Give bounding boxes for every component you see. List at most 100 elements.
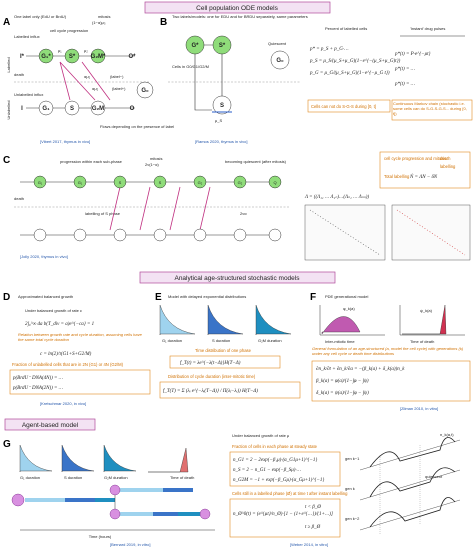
panel-title: PDE generational model	[325, 294, 368, 299]
axis-label: Inter-mitotic time	[325, 339, 355, 344]
node-label: S	[159, 180, 162, 185]
generation-label: gen k−1	[345, 456, 360, 461]
node	[90, 100, 106, 116]
node-label: I	[21, 106, 23, 112]
note: Fraction of unlabelled cells that are in…	[12, 362, 124, 367]
node	[64, 48, 80, 64]
rate: αμ₂	[84, 74, 91, 79]
distribution	[61, 444, 95, 472]
distribution	[159, 304, 196, 335]
phase-bar	[153, 512, 178, 516]
note: Time distribution of one phase	[195, 348, 252, 353]
label: becoming quiescent (after mitosis)	[225, 159, 287, 164]
label: Unlabelled influx	[14, 92, 43, 97]
cell	[199, 508, 211, 520]
label: φ_k(a)	[343, 306, 355, 311]
label: quiescent	[425, 474, 443, 479]
panel-title: Approximated balanced growth	[18, 294, 73, 299]
axis-label: G₂M duration	[258, 338, 282, 343]
row-label: Labelled	[6, 57, 11, 72]
citation: [Kretschmar 2020, in vivo]	[40, 401, 86, 406]
formula: c = ln(2)/τ(G1+S+G2/M)	[40, 352, 92, 357]
node	[33, 175, 47, 189]
formula: ∂n_k/∂t + ∂n_k/∂a = −(β_k(a) + δ_k(a))n_…	[316, 366, 405, 372]
node	[268, 228, 282, 242]
label: Under balanced growth of rate c	[25, 308, 82, 313]
section-header: Agent-based model	[22, 422, 79, 429]
label: mitosis	[98, 14, 110, 19]
node	[113, 175, 127, 189]
formula: p(BrdU⁻ DNA(2N)) = …	[12, 386, 64, 391]
formula: p*(t) = …	[394, 67, 416, 72]
lineage-tree	[11, 484, 215, 531]
panel-letter: A	[3, 17, 10, 28]
node-label: G₀	[276, 58, 284, 64]
formula: n_Ø^0(t) = (e^{μt}/n_Ø)·[1 − (1+e^{…})/(…	[233, 512, 333, 517]
phase-bar	[118, 488, 163, 492]
distribution	[19, 444, 53, 472]
formula: n_S = 2 − n_G1 − exp(−β_Sμ)·…	[233, 468, 302, 473]
node-label: S*	[69, 54, 76, 60]
formula: δ_k(a) = ψ(a)/(1−∫φ − ∫ψ)	[316, 390, 369, 396]
node	[193, 228, 207, 242]
phase-bar	[25, 498, 65, 502]
node	[270, 50, 290, 70]
node	[153, 175, 167, 189]
axis-label: Time (hours)	[89, 534, 112, 539]
label: death	[14, 196, 24, 201]
node-label: O	[130, 106, 135, 112]
node-label: G*	[191, 43, 199, 49]
panel-letter: F	[310, 292, 316, 303]
formula-box	[9, 369, 151, 395]
node	[73, 228, 87, 242]
formula: Ṅ = ΛN − δN	[409, 174, 438, 180]
distribution	[103, 444, 137, 472]
axis-label: S duration	[212, 338, 230, 343]
matrix-plot	[304, 204, 386, 261]
node-label: S*	[219, 43, 226, 49]
section-header: Analytical age-structured stochastic mod…	[174, 275, 300, 282]
note: Distribution of cycle duration (inter-mi…	[168, 374, 256, 379]
node-label: S	[220, 103, 224, 109]
node-label: G₂	[238, 180, 243, 185]
label: cell cycle progression	[50, 28, 88, 33]
note-box	[391, 99, 473, 121]
label: progression within each sub-phase	[60, 159, 123, 164]
citation: [Ramos 2020, thymus in vivo]	[195, 139, 247, 144]
label: 2να	[240, 211, 247, 216]
generation-label: gen k	[345, 486, 355, 491]
label: mitosis	[150, 156, 162, 161]
node	[90, 48, 106, 64]
formula: n_G2M = −1 + exp(−β_Gμ)·(α_Gμ+1)^{−1}	[233, 478, 324, 483]
distribution	[207, 304, 244, 335]
panel-title: Model with delayed exponential distribut…	[168, 294, 246, 299]
rate: μ_S	[215, 118, 223, 123]
node	[113, 228, 127, 242]
note: Relation between growth rate and cycle d…	[18, 332, 142, 342]
formula-box	[169, 355, 281, 369]
phase-bar	[95, 498, 115, 502]
node-label: G₀	[141, 88, 149, 94]
node	[268, 175, 282, 189]
citation: [Jolly 2020, thymus in vivo]	[20, 254, 68, 259]
phase-bar	[163, 488, 193, 492]
axis-label: G₁ duration	[20, 475, 40, 480]
label: Total labelling	[384, 174, 410, 179]
generation-axis	[359, 439, 461, 531]
formula: n_G1 = 2 − 2exp(−β₁μ)·(α_G1μ+1)^{−1}	[233, 458, 317, 463]
formula: f_T(t) = λe^{−λ(t−Δ)}H(T−Δ)	[180, 361, 241, 366]
generation-label: gen k−2	[345, 516, 360, 521]
node-label: G₂	[198, 180, 203, 185]
label: death	[14, 72, 24, 77]
label: Cells in G0/G1/G2/M	[172, 64, 209, 69]
formula: p*(t) = …	[394, 82, 416, 87]
section-header: Cell population ODE models	[196, 5, 278, 12]
label: cell cycle progression and mitosis	[384, 156, 446, 161]
phase-bar	[65, 498, 95, 502]
formula: p_G = μ_G/(μ_S+μ_G)(1−e^{−μ_G t})	[309, 71, 390, 76]
node-label: I*	[20, 54, 25, 60]
axis-label: Time of death	[410, 339, 434, 344]
note-wrap: General formulation of an age-structured…	[312, 346, 463, 356]
density-curve	[369, 497, 456, 528]
citation: [Bernard 2019, in vitro]	[110, 542, 150, 547]
